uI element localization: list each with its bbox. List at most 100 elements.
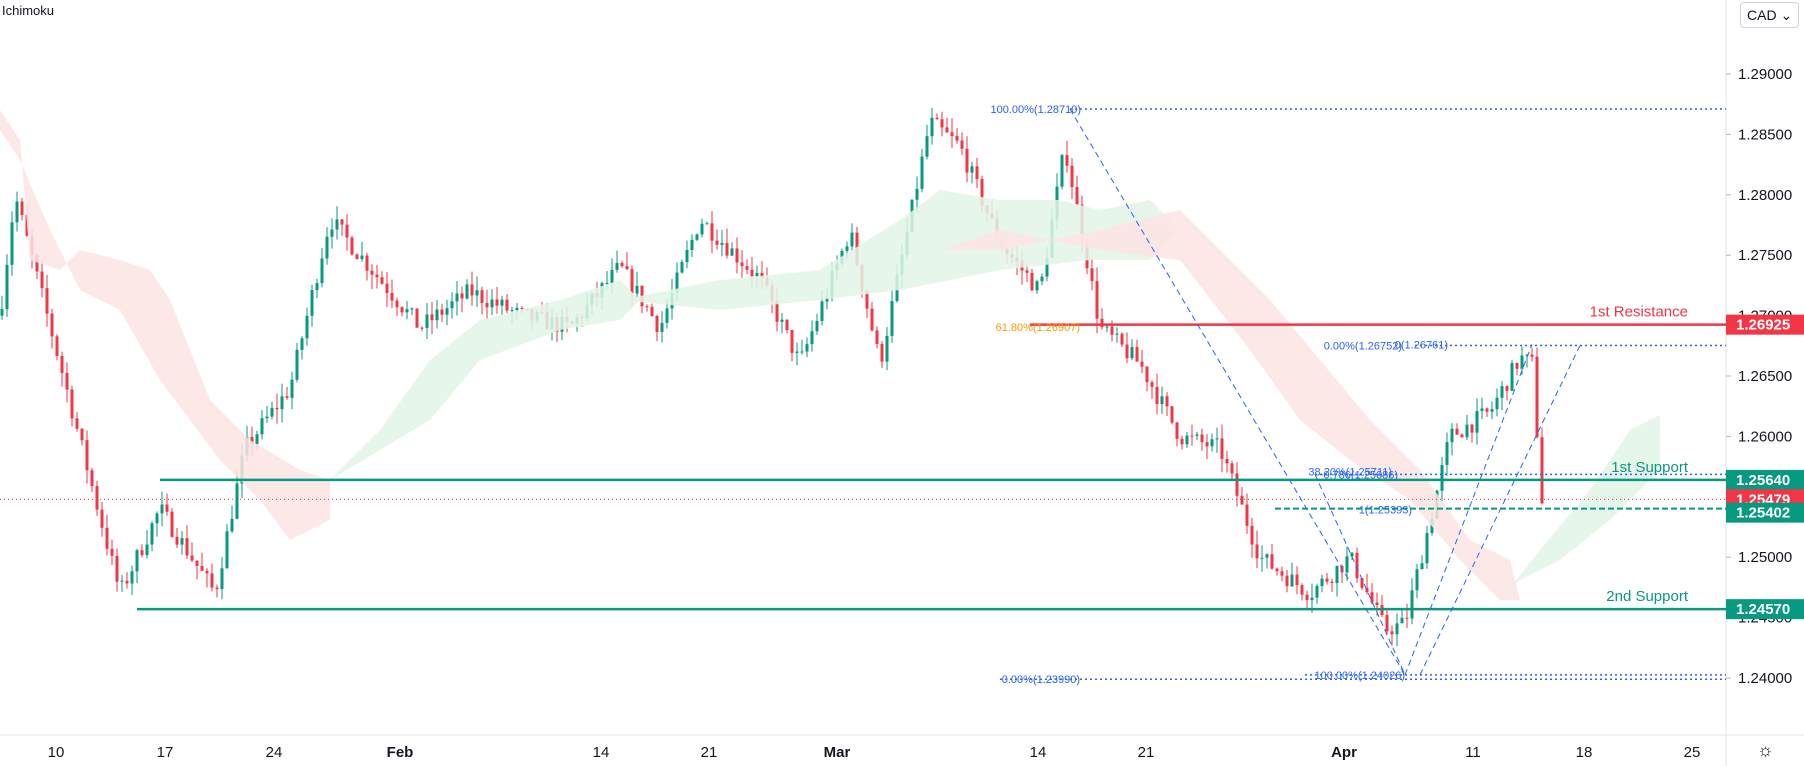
- candle-body: [1135, 347, 1139, 362]
- candle-body: [650, 306, 654, 316]
- price-tick-label: 1.27500: [1738, 247, 1792, 264]
- candle-body: [660, 322, 664, 332]
- candle-body: [220, 568, 224, 590]
- candle-body: [1475, 411, 1479, 433]
- candle-body: [1345, 556, 1349, 573]
- candle-body: [20, 201, 24, 215]
- settings-gear-icon[interactable]: ☼: [1757, 740, 1774, 760]
- candle-body: [340, 219, 344, 225]
- candle-body: [1440, 465, 1444, 491]
- candle-body: [655, 315, 659, 332]
- candle-body: [285, 396, 289, 398]
- candle-body: [505, 299, 509, 311]
- candle-body: [160, 504, 164, 514]
- candle-body: [70, 389, 74, 419]
- candle-body: [1515, 363, 1519, 369]
- candle-body: [625, 266, 629, 270]
- candle-body: [1470, 424, 1474, 433]
- price-badge-label: 1.24570: [1736, 601, 1790, 618]
- level-label: 2nd Support: [1606, 588, 1689, 605]
- candle-body: [55, 336, 59, 356]
- candle-body: [40, 271, 44, 289]
- candle-body: [1370, 592, 1374, 603]
- candle-body: [295, 349, 299, 380]
- chevron-down-icon: ⌄: [1780, 7, 1793, 23]
- fib-label: 1(1.25393): [1359, 505, 1412, 517]
- price-badge: [1726, 314, 1804, 335]
- time-tick-label: 25: [1684, 744, 1701, 761]
- candle-body: [200, 565, 204, 571]
- candle-body: [420, 327, 424, 329]
- ichimoku-cloud: [330, 280, 640, 480]
- time-tick-label: Mar: [824, 744, 851, 761]
- candle-body: [1205, 442, 1209, 447]
- candle-body: [290, 379, 294, 398]
- candle-body: [155, 513, 159, 524]
- candle-body: [50, 313, 54, 337]
- fib-label: 0.00%(1.26752): [1324, 341, 1402, 353]
- candle-body: [1425, 532, 1429, 564]
- price-badge-label: 1.25402: [1736, 505, 1790, 522]
- candle-body: [1390, 631, 1394, 635]
- candle-body: [685, 249, 689, 263]
- candle-body: [1175, 422, 1179, 439]
- candle-body: [195, 560, 199, 566]
- candle-body: [965, 148, 969, 173]
- candle-body: [1310, 597, 1314, 601]
- candle-body: [1255, 544, 1259, 559]
- candle-body: [305, 315, 309, 339]
- candle-body: [1465, 424, 1469, 438]
- candle-body: [120, 580, 124, 582]
- candle-body: [1045, 257, 1049, 277]
- candle-body: [225, 531, 229, 569]
- currency-label: CAD: [1747, 7, 1777, 23]
- candle-body: [450, 301, 454, 309]
- candle-body: [345, 224, 349, 238]
- candle-body: [335, 219, 339, 230]
- candle-body: [1250, 525, 1254, 545]
- candle-body: [1455, 428, 1459, 435]
- candle-body: [1330, 581, 1334, 584]
- candle-body: [1230, 463, 1234, 474]
- candle-body: [875, 330, 879, 345]
- candle-body: [235, 483, 239, 519]
- candle-body: [1460, 434, 1464, 438]
- candle-body: [1165, 396, 1169, 407]
- candle-body: [1225, 458, 1229, 464]
- fib-label: 100.00%(1.24026): [1314, 670, 1405, 682]
- candle-body: [470, 284, 474, 296]
- fib-label: 0.786(1.25686): [1323, 469, 1398, 481]
- fib-label: 0(1.26761): [1395, 339, 1448, 351]
- currency-selector[interactable]: CAD ⌄: [1740, 2, 1800, 28]
- candle-body: [475, 290, 479, 296]
- candle-body: [1295, 574, 1299, 586]
- candle-body: [75, 418, 79, 429]
- candle-body: [635, 285, 639, 294]
- candle-body: [680, 262, 684, 273]
- candle-body: [230, 518, 234, 532]
- candle-body: [1290, 574, 1294, 587]
- candle-body: [890, 301, 894, 336]
- candle-body: [510, 310, 514, 312]
- price-tick-label: 1.26000: [1738, 428, 1792, 445]
- candle-body: [1240, 495, 1244, 505]
- candle-body: [970, 166, 974, 173]
- candle-body: [620, 263, 624, 267]
- level-label: 1st Support: [1611, 459, 1689, 476]
- candle-body: [175, 536, 179, 545]
- time-tick-label: 17: [157, 744, 174, 761]
- candle-body: [380, 277, 384, 284]
- candle-body: [205, 570, 209, 574]
- candle-body: [740, 262, 744, 267]
- candle-body: [490, 299, 494, 308]
- candle-body: [435, 309, 439, 321]
- candle-body: [280, 396, 284, 410]
- candle-body: [1185, 435, 1189, 445]
- candle-body: [1275, 568, 1279, 572]
- indicator-label: Ichimoku: [2, 3, 55, 18]
- candle-body: [1525, 354, 1529, 356]
- candle-body: [1305, 594, 1309, 601]
- candle-body: [1065, 155, 1069, 166]
- candle-body: [90, 470, 94, 487]
